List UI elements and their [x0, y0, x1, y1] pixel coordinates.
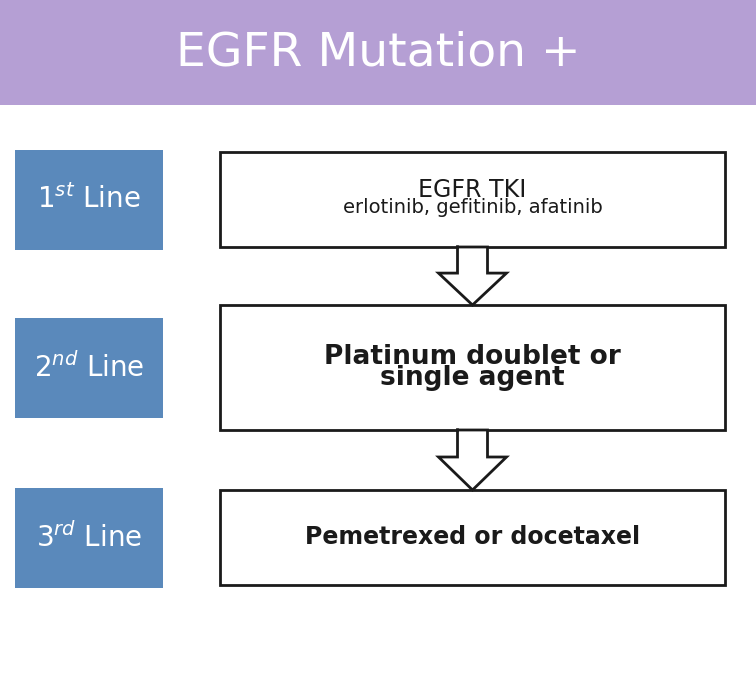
Polygon shape: [438, 247, 507, 305]
Text: single agent: single agent: [380, 365, 565, 391]
Text: 2$^{nd}$ Line: 2$^{nd}$ Line: [34, 352, 144, 383]
Text: erlotinib, gefitinib, afatinib: erlotinib, gefitinib, afatinib: [342, 198, 603, 217]
Bar: [220, 490, 725, 585]
Bar: [15, 149, 163, 250]
Text: EGFR TKI: EGFR TKI: [418, 178, 527, 202]
Text: 3$^{rd}$ Line: 3$^{rd}$ Line: [36, 522, 142, 553]
Bar: [220, 152, 725, 247]
Text: EGFR Mutation +: EGFR Mutation +: [175, 30, 581, 75]
Text: Platinum doublet or: Platinum doublet or: [324, 344, 621, 370]
Bar: [15, 487, 163, 587]
Text: Pemetrexed or docetaxel: Pemetrexed or docetaxel: [305, 526, 640, 549]
Text: 1$^{st}$ Line: 1$^{st}$ Line: [37, 185, 141, 214]
Bar: [220, 305, 725, 430]
Polygon shape: [438, 430, 507, 490]
Bar: [15, 317, 163, 418]
Bar: [0, 0, 756, 105]
